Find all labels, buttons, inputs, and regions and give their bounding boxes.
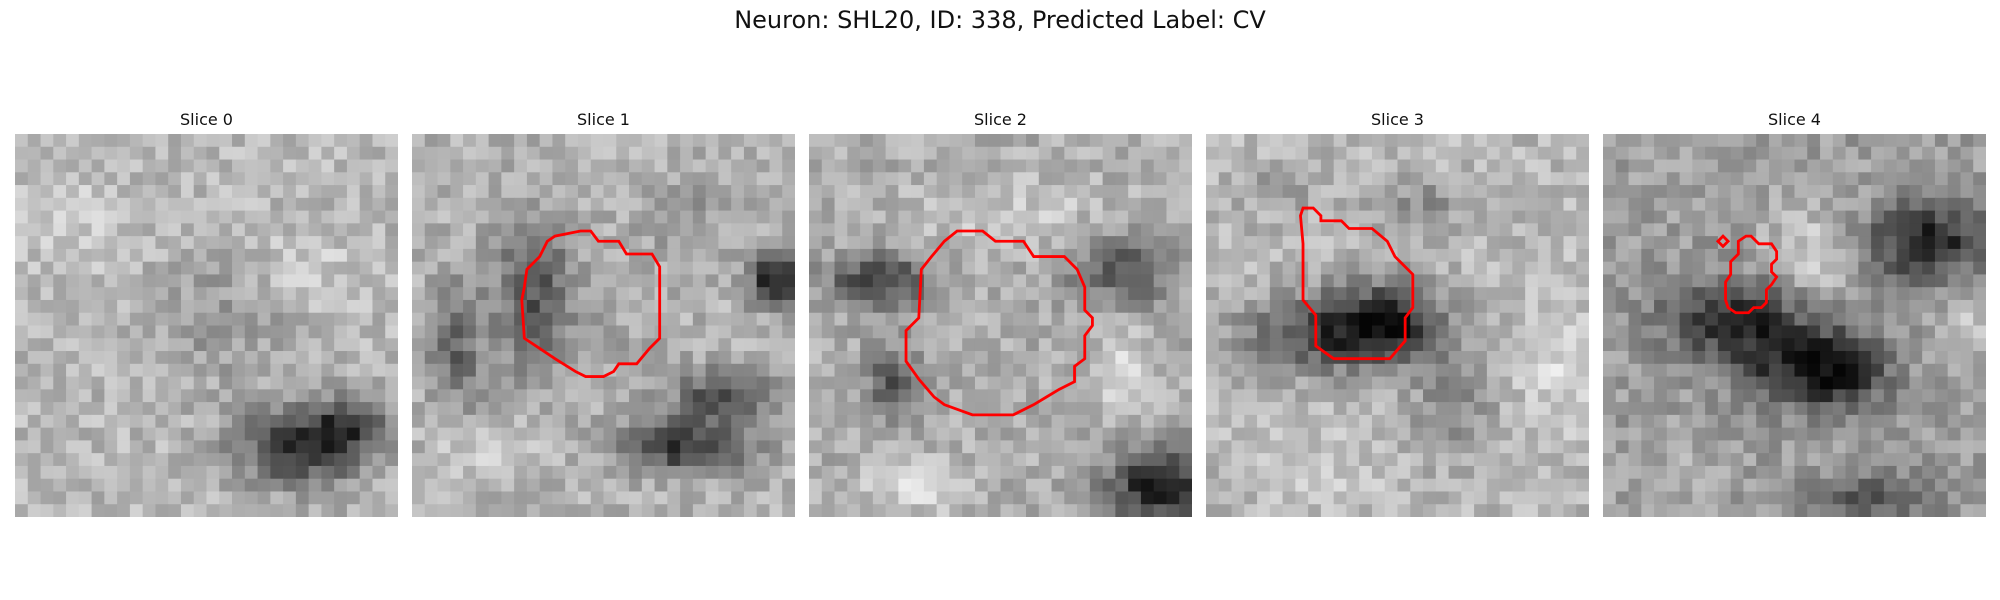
figure-title: Neuron: SHL20, ID: 338, Predicted Label:…: [734, 6, 1266, 34]
slice-image: [1206, 134, 1589, 517]
slice-image: [15, 134, 398, 517]
panel-title: Slice 4: [1768, 110, 1821, 129]
slice-image: [809, 134, 1192, 517]
panel-title: Slice 0: [180, 110, 233, 129]
panel-title: Slice 3: [1371, 110, 1424, 129]
panel-slice-3: Slice 3: [1206, 108, 1589, 517]
segmentation-contour: [1724, 234, 1779, 315]
panel-slice-2: Slice 2: [809, 108, 1192, 517]
panel-slice-1: Slice 1: [412, 108, 795, 517]
panel-slice-0: Slice 0: [15, 108, 398, 517]
segmentation-contour-small: [1715, 234, 1731, 249]
segmentation-contour: [904, 229, 1094, 417]
panel-title: Slice 1: [577, 110, 630, 129]
segmentation-contour: [1299, 206, 1415, 361]
panel-title: Slice 2: [974, 110, 1027, 129]
slice-image: [412, 134, 795, 517]
slice-image: [1603, 134, 1986, 517]
panel-slice-4: Slice 4: [1603, 108, 1986, 517]
segmentation-contour: [520, 229, 662, 378]
